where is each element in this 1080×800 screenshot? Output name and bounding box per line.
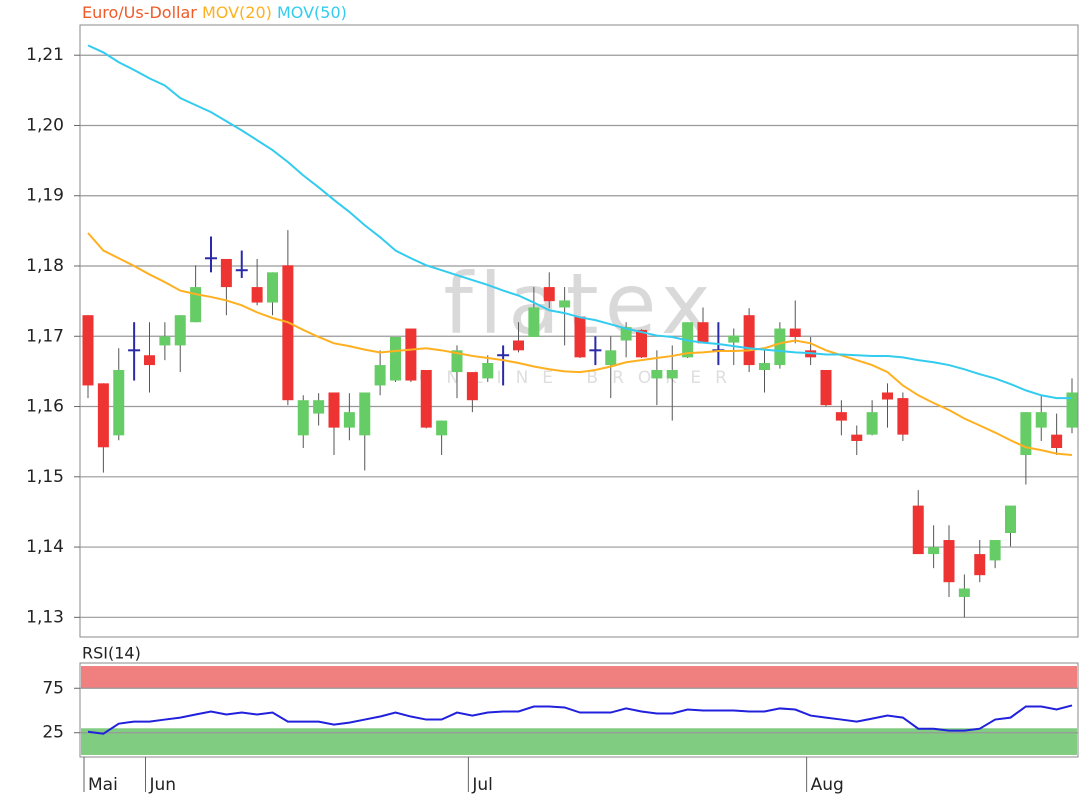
candle-body bbox=[605, 350, 617, 366]
candle-body bbox=[989, 540, 1001, 561]
candle-body bbox=[466, 372, 478, 401]
candle-body bbox=[620, 327, 632, 341]
candle-body bbox=[251, 287, 263, 303]
candle-body bbox=[636, 329, 647, 358]
legend-entry: Euro/Us-Dollar bbox=[82, 3, 197, 22]
candle-body bbox=[220, 258, 232, 288]
candle-body bbox=[1005, 505, 1016, 534]
candle-body bbox=[789, 328, 801, 337]
candle-body bbox=[313, 400, 325, 414]
y-tick-label: 1,15 bbox=[26, 467, 64, 487]
y-tick-label: 1,19 bbox=[26, 186, 64, 206]
candle-body bbox=[390, 336, 401, 381]
y-tick-label: 1,13 bbox=[26, 607, 64, 627]
candle-body bbox=[882, 392, 893, 400]
x-tick-label: Jul bbox=[471, 775, 493, 795]
candle-body bbox=[1035, 412, 1047, 428]
candle-body bbox=[543, 287, 555, 302]
candle-body bbox=[559, 300, 571, 308]
y-tick-label: 1,18 bbox=[26, 256, 64, 276]
candle-body bbox=[359, 392, 371, 436]
candle-body bbox=[190, 287, 202, 323]
candle-body bbox=[759, 362, 770, 370]
candle-body bbox=[912, 505, 924, 555]
candle-body bbox=[82, 315, 94, 386]
candle-body bbox=[282, 265, 294, 401]
candle-body bbox=[374, 365, 386, 386]
candle-body bbox=[1020, 412, 1032, 456]
line bbox=[87, 232, 1073, 457]
candle-body bbox=[113, 369, 125, 436]
candle-body bbox=[328, 392, 340, 428]
candle-body bbox=[297, 400, 309, 436]
candle-body bbox=[820, 369, 832, 406]
candle-body bbox=[159, 336, 171, 346]
x-tick-label: Mai bbox=[88, 775, 118, 795]
y-tick-label: 1,14 bbox=[26, 537, 64, 557]
candle-body bbox=[774, 328, 786, 366]
candle-body bbox=[697, 322, 709, 344]
rsi-zone bbox=[81, 666, 1077, 689]
candle-body bbox=[1051, 434, 1063, 448]
y-tick-label: 25 bbox=[42, 723, 64, 743]
candle-body bbox=[343, 412, 355, 428]
candle-body bbox=[436, 420, 448, 436]
candle-body bbox=[728, 335, 740, 343]
candle-body bbox=[174, 315, 186, 346]
y-tick-label: 75 bbox=[42, 678, 64, 698]
candle-body bbox=[943, 540, 955, 583]
candle-body bbox=[144, 355, 155, 366]
x-tick-label: Jun bbox=[149, 775, 177, 795]
candle-body bbox=[528, 307, 540, 337]
y-tick-label: 1,17 bbox=[26, 326, 64, 346]
y-tick-label: 1,20 bbox=[26, 115, 64, 135]
legend-entry: MOV(20) bbox=[202, 3, 272, 22]
candle-body bbox=[897, 398, 909, 435]
line bbox=[87, 704, 1073, 735]
candle-body bbox=[420, 369, 432, 428]
watermark-tagline: ONLINE BROKER bbox=[419, 368, 741, 388]
candle-body bbox=[513, 340, 524, 351]
candle-body bbox=[267, 272, 278, 303]
y-tick-label: 1,16 bbox=[26, 397, 64, 417]
candle-body bbox=[974, 554, 986, 576]
candle-body bbox=[835, 412, 847, 421]
candle-body bbox=[97, 383, 109, 448]
legend: Euro/Us-Dollar MOV(20) MOV(50) bbox=[82, 3, 347, 22]
candle-body bbox=[851, 434, 863, 441]
candle-body bbox=[1066, 392, 1078, 428]
candle-body bbox=[574, 316, 586, 358]
candle-body bbox=[743, 315, 755, 366]
candle-body bbox=[405, 328, 417, 381]
candle-body bbox=[928, 547, 940, 555]
x-tick-label: Aug bbox=[811, 775, 844, 795]
rsi-label: RSI(14) bbox=[82, 644, 141, 663]
candle-body bbox=[958, 588, 970, 597]
y-tick-label: 1,21 bbox=[26, 45, 64, 65]
candle-body bbox=[451, 350, 463, 373]
candle-body bbox=[482, 362, 494, 379]
line bbox=[87, 44, 1072, 400]
candle-body bbox=[666, 369, 678, 379]
candle-body bbox=[651, 369, 663, 379]
legend-entry: MOV(50) bbox=[277, 3, 347, 22]
candle-body bbox=[866, 412, 878, 435]
